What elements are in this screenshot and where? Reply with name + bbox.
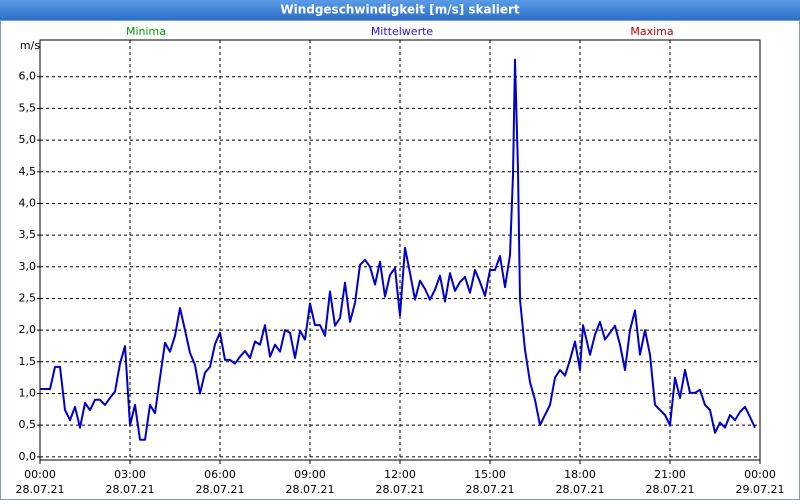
x-tick-label: 09:00 [294, 468, 326, 481]
y-tick-label: 3,5 [19, 228, 37, 241]
x-tick-date: 28.07.21 [376, 483, 425, 496]
legend-label: Mittelwerte [371, 25, 434, 38]
y-tick-label: 0,0 [19, 450, 37, 463]
x-tick-date: 28.07.21 [106, 483, 155, 496]
y-tick-label: 6,0 [19, 70, 37, 83]
legend-label: Minima [126, 25, 166, 38]
title-bar [0, 0, 800, 20]
x-tick-date: 28.07.21 [196, 483, 245, 496]
x-tick-date: 28.07.21 [16, 483, 65, 496]
x-tick-date: 29.07.21 [736, 483, 785, 496]
x-tick-label: 00:00 [24, 468, 56, 481]
plot-frame [39, 39, 761, 461]
x-tick-date: 28.07.21 [646, 483, 695, 496]
x-tick-label: 00:00 [744, 468, 776, 481]
y-axis-label: m/s [20, 39, 40, 52]
chart-title: Windgeschwindigkeit [m/s] skaliert [280, 3, 520, 17]
x-tick-label: 15:00 [474, 468, 506, 481]
x-tick-label: 18:00 [564, 468, 596, 481]
y-tick-label: 4,5 [19, 165, 37, 178]
y-tick-label: 1,0 [19, 386, 37, 399]
x-tick-label: 12:00 [384, 468, 416, 481]
y-tick-label: 4,0 [19, 196, 37, 209]
x-tick-date: 28.07.21 [556, 483, 605, 496]
y-tick-label: 5,0 [19, 133, 37, 146]
y-tick-label: 3,0 [19, 260, 37, 273]
x-tick-date: 28.07.21 [286, 483, 335, 496]
y-tick-label: 5,5 [19, 101, 37, 114]
window-border [0, 20, 800, 500]
x-tick-date: 28.07.21 [466, 483, 515, 496]
x-tick-label: 03:00 [114, 468, 146, 481]
data-line [40, 58, 756, 441]
x-tick-label: 21:00 [654, 468, 686, 481]
y-tick-label: 1,5 [19, 355, 37, 368]
legend-label: Maxima [630, 25, 673, 38]
x-tick-label: 06:00 [204, 468, 236, 481]
y-tick-label: 0,5 [19, 418, 37, 431]
y-tick-label: 2,5 [19, 291, 37, 304]
y-tick-label: 2,0 [19, 323, 37, 336]
